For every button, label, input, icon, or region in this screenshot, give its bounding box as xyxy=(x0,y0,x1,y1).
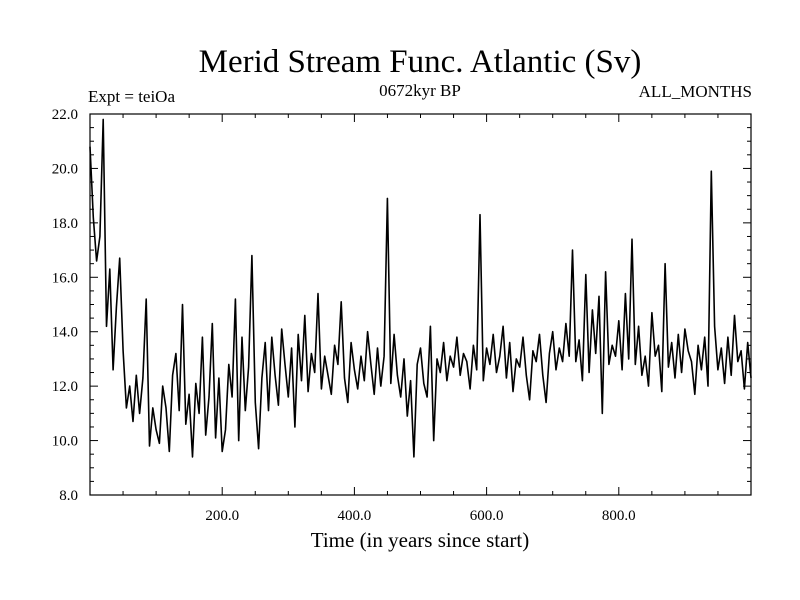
y-tick-label: 18.0 xyxy=(52,216,78,232)
y-tick-label: 8.0 xyxy=(59,488,78,504)
y-tick-label: 12.0 xyxy=(52,379,78,395)
period-label: 0672kyr BP xyxy=(379,81,461,100)
y-tick-label: 22.0 xyxy=(52,107,78,123)
x-axis: 200.0 400.0 600.0 800.0 xyxy=(122,114,719,524)
y-tick-label: 14.0 xyxy=(52,325,78,341)
series-layer xyxy=(89,118,752,458)
x-tick-label: 600.0 xyxy=(470,508,504,524)
y-tick-label: 20.0 xyxy=(52,161,78,177)
months-label: ALL_MONTHS xyxy=(639,82,752,101)
y-tick-label: 16.0 xyxy=(52,270,78,286)
y-tick-label: 10.0 xyxy=(52,434,78,450)
chart-title: Merid Stream Func. Atlantic (Sv) xyxy=(199,44,642,80)
x-tick-label: 400.0 xyxy=(338,508,372,524)
x-tick-label: 200.0 xyxy=(205,508,239,524)
series-line xyxy=(89,118,752,458)
experiment-label: Expt = teiOa xyxy=(88,87,175,106)
y-axis: 8.0 10.0 12.0 14.0 16.0 18.0 20.0 22.0 xyxy=(52,107,751,504)
x-axis-title: Time (in years since start) xyxy=(311,528,530,552)
plot-frame xyxy=(89,113,752,496)
x-tick-label: 800.0 xyxy=(602,508,636,524)
